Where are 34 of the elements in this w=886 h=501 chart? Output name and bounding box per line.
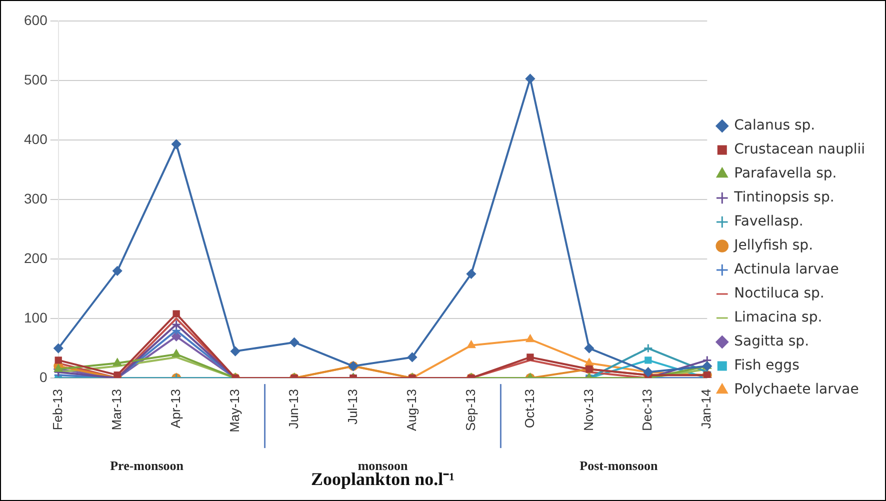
x-tick-label: Nov-13	[580, 389, 596, 431]
text: monsoon	[358, 458, 408, 474]
legend-label: Noctiluca sp.	[734, 286, 824, 302]
x-tick-label: Jun-13	[286, 389, 301, 429]
legend-label: Sagitta sp.	[734, 334, 810, 350]
legend-label: Calanus sp.	[734, 118, 816, 134]
legend-label: Fish eggs	[734, 358, 800, 374]
legend-label: Crustacean nauplii	[734, 142, 866, 158]
x-tick-label: Jul-13	[344, 389, 360, 424]
x-tick-label: Mar-13	[108, 389, 124, 430]
y-tick-label: 400	[24, 130, 48, 147]
x-tick-label: Feb-13	[50, 389, 65, 430]
x-tick-label: Sep-13	[462, 389, 478, 431]
y-tick-label: 100	[24, 309, 48, 326]
text: Post-monsoon	[580, 458, 658, 474]
legend-label: Favellasp.	[734, 214, 804, 230]
y-tick-label: 500	[24, 71, 48, 88]
legend-label: Tintinopsis sp.	[733, 190, 834, 206]
x-tick-label: Dec-13	[640, 389, 655, 431]
y-tick-label: 200	[24, 250, 48, 266]
x-tick-label: Oct-13	[522, 389, 537, 428]
text: Pre-monsoon	[110, 458, 184, 474]
legend-label: Jellyfish sp.	[733, 238, 814, 254]
legend-label: Actinula larvae	[734, 262, 839, 278]
legend-label: Parafavella sp.	[734, 166, 837, 182]
x-tick-label: Aug-13	[404, 389, 419, 431]
x-tick-label: May-13	[226, 389, 242, 432]
y-tick-label: 0	[40, 368, 48, 385]
legend-label: Limacina sp.	[734, 310, 822, 326]
x-tick-label: Apr-13	[168, 389, 183, 428]
y-tick-label: 600	[24, 12, 48, 28]
x-tick-label: Jan-14	[698, 389, 714, 429]
y-tick-label: 300	[24, 190, 48, 206]
legend-label: Polychaete larvae	[734, 382, 859, 398]
